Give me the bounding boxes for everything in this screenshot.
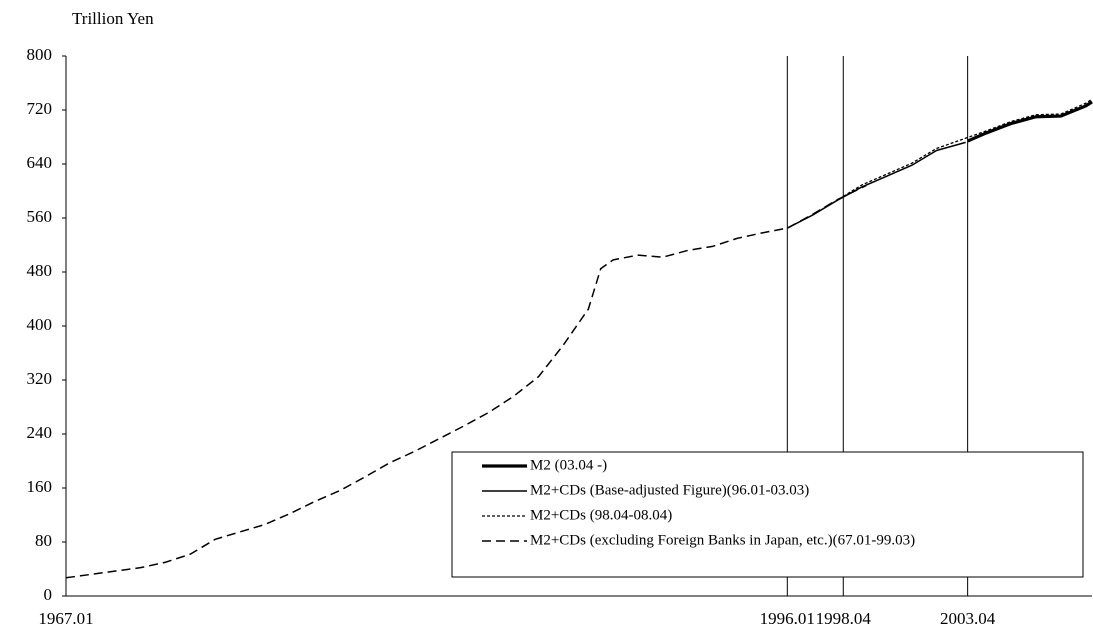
x-tick-label: 1967.01 [38,609,93,628]
y-tick-label: 480 [27,261,53,280]
legend-box [451,451,1084,578]
y-tick-label: 560 [27,207,53,226]
y-tick-label: 800 [27,45,53,64]
y-tick-label: 80 [35,531,52,550]
y-tick-label: 0 [44,585,53,604]
series-line [786,141,966,229]
y-tick-label: 160 [27,477,53,496]
legend-label: M2+CDs (98.04-08.04) [530,507,672,523]
legend-label: M2 (03.04 -) [530,457,607,473]
y-tick-label: 640 [27,153,53,172]
series-line [966,100,1093,143]
legend-label: M2+CDs (excluding Foreign Banks in Japan… [530,532,915,548]
x-tick-label: 2003.04 [940,609,996,628]
y-tick-label: 320 [27,369,53,388]
y-tick-label: 240 [27,423,53,442]
y-tick-label: 400 [27,315,53,334]
y-tick-label: 720 [27,99,53,118]
series-line [65,184,867,579]
x-tick-label: 1998.04 [816,609,872,628]
x-tick-label: 1996.01 [760,609,815,628]
legend-label: M2+CDs (Base-adjusted Figure)(96.01-03.0… [530,482,809,498]
y-axis-label: Trillion Yen [72,9,154,28]
